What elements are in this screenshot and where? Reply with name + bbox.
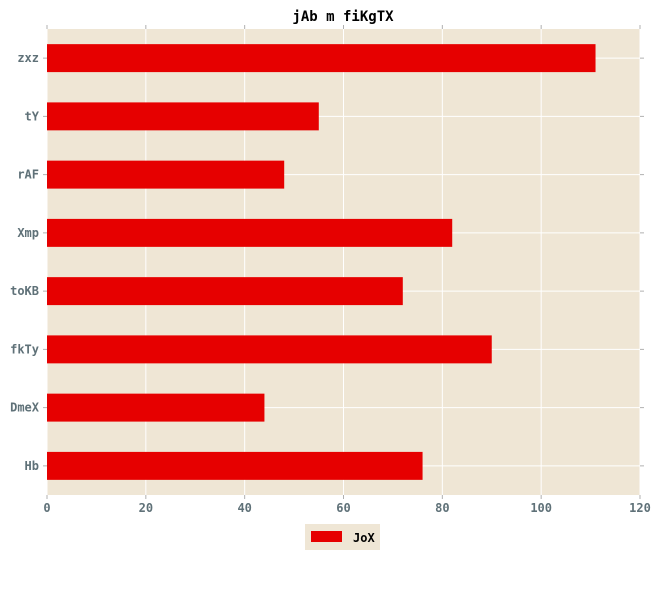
- legend-label: JoX: [353, 531, 375, 545]
- bar-zxz: [47, 44, 596, 73]
- x-tick-label: 20: [139, 501, 153, 515]
- bar-toKB: [47, 277, 403, 306]
- x-tick-label: 40: [237, 501, 251, 515]
- x-tick-label: 0: [43, 501, 50, 515]
- legend: JoX: [305, 524, 380, 550]
- y-tick-label: Hb: [25, 459, 39, 473]
- y-tick-label: Xmp: [17, 226, 39, 240]
- y-tick-label: DmeX: [10, 401, 40, 415]
- chart-title: jAb m fiKgTX: [292, 9, 394, 25]
- x-tick-label: 120: [629, 501, 651, 515]
- bar-tY: [47, 102, 319, 131]
- y-tick-labels: zxz tY rAF Xmp toKB fkTy DmeX Hb: [10, 51, 40, 473]
- bar-rAF: [47, 160, 285, 189]
- y-tick-label: fkTy: [10, 342, 39, 356]
- bar-DmeX: [47, 393, 265, 422]
- y-tick-label: rAF: [17, 168, 39, 182]
- x-tick-labels: 0 20 40 60 80 100 120: [43, 501, 650, 515]
- y-tick-label: toKB: [10, 284, 39, 298]
- bar-Xmp: [47, 218, 453, 247]
- legend-swatch: [311, 531, 342, 542]
- bar-fkTy: [47, 335, 492, 364]
- y-tick-label: tY: [25, 109, 40, 123]
- y-tick-label: zxz: [17, 51, 39, 65]
- bars: [47, 44, 596, 480]
- x-tick-label: 60: [336, 501, 350, 515]
- x-tick-label: 100: [530, 501, 552, 515]
- x-tick-label: 80: [435, 501, 449, 515]
- bar-Hb: [47, 451, 423, 480]
